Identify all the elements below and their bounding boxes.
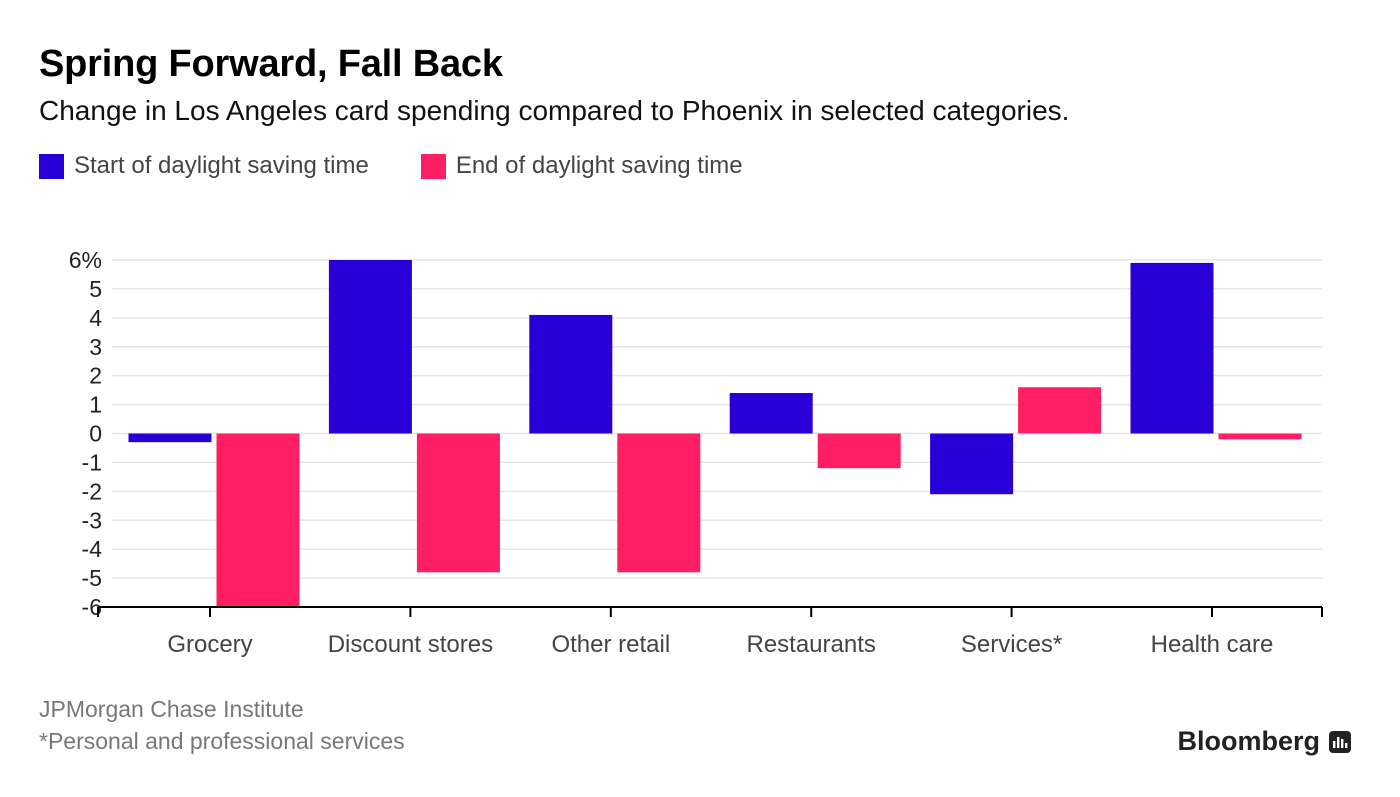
legend-swatch-start: [39, 153, 64, 179]
y-tick-label: -2: [82, 478, 102, 504]
x-tick-label: Grocery: [167, 631, 252, 658]
brand-name: Bloomberg: [1177, 726, 1320, 756]
y-tick-label: 5: [89, 276, 102, 302]
legend-swatch-end: [420, 153, 446, 179]
bar-end: [817, 433, 901, 469]
x-tick-label: Restaurants: [746, 631, 875, 658]
y-tick-label: 3: [89, 334, 102, 360]
y-tick-label: -1: [82, 449, 102, 475]
legend-item-start: Start of daylight saving time: [39, 152, 369, 180]
bar-start: [930, 433, 1014, 495]
bar-end: [216, 433, 300, 607]
bloomberg-chart-icon: [1329, 730, 1351, 753]
x-tick-label: Health care: [1151, 631, 1274, 658]
y-tick-label: -4: [82, 536, 103, 562]
bar-start: [328, 260, 412, 434]
y-tick-label: -5: [82, 565, 102, 591]
source-note: JPMorgan Chase Institute: [39, 696, 304, 722]
y-tick-label: 4: [89, 305, 102, 331]
legend-label-start: Start of daylight saving time: [74, 152, 369, 179]
x-tick-label: Services*: [961, 631, 1062, 658]
legend-item-end: End of daylight saving time: [420, 152, 743, 180]
x-tick-label: Other retail: [551, 631, 670, 658]
footnote: *Personal and professional services: [39, 728, 405, 754]
y-tick-label: -3: [82, 507, 102, 533]
y-tick-label: 0: [89, 421, 102, 447]
bar-end: [416, 433, 500, 573]
y-tick-label: 2: [89, 363, 102, 389]
brand-logo: Bloomberg: [1177, 726, 1352, 757]
bar-start: [729, 393, 813, 434]
legend: Start of daylight saving time End of day…: [39, 151, 795, 181]
y-tick-label: 1: [89, 392, 102, 418]
y-tick-label: -6: [82, 594, 102, 620]
bar-start: [1130, 262, 1214, 434]
x-tick-label: Discount stores: [328, 631, 493, 658]
y-tick-label: 6%: [69, 247, 102, 273]
chart-subtitle: Change in Los Angeles card spending comp…: [39, 95, 1070, 126]
bar-end: [1218, 433, 1302, 440]
bar-start: [529, 314, 613, 434]
bar-start: [128, 433, 212, 443]
chart-title: Spring Forward, Fall Back: [39, 43, 503, 85]
legend-label-end: End of daylight saving time: [455, 152, 743, 179]
bar-end: [617, 433, 701, 573]
bar-end: [1018, 387, 1102, 434]
